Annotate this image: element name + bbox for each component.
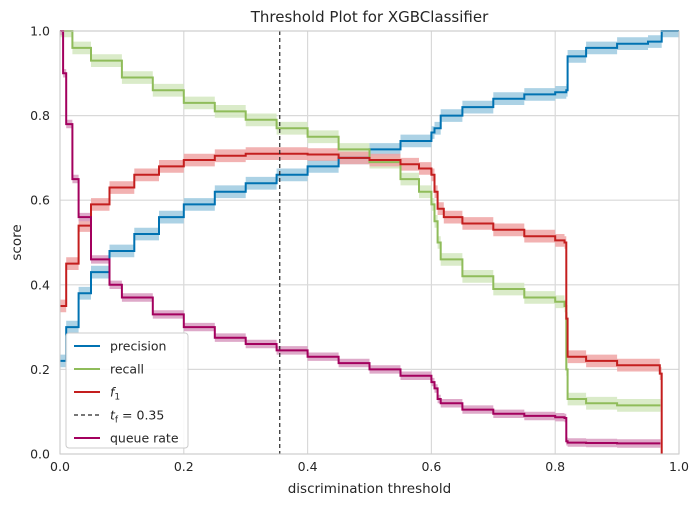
f-1-band [60,147,662,455]
plot-frame [59,30,680,455]
x-axis-label: discrimination threshold [288,481,452,497]
y-tick-label: 0.4 [30,277,50,292]
series-lines [60,30,679,454]
x-tick-label: 0.4 [298,459,318,474]
precision-band [60,31,679,368]
y-axis-label: score [9,224,25,260]
y-tick-label: 1.0 [30,24,50,39]
legend-label-precision: precision [110,339,166,354]
legend-label-recall: recall [110,362,144,377]
legend-label-t-f-0-35: tf = 0.35 [110,408,164,426]
y-tick-label: 0.2 [30,362,50,377]
x-tick-label: 0.8 [545,459,565,474]
y-tick-label: 0.0 [30,447,50,462]
precision-line [60,30,679,362]
queue-rate-band [60,31,661,448]
legend: precision recall f1 tf = 0.35 queue rate [65,332,189,449]
chart-title: Threshold Plot for XGBClassifier [250,8,489,26]
f-1-line [60,152,663,454]
legend-label-queue-rate: queue rate [110,431,179,446]
confidence-bands [60,31,679,455]
queue-rate-line [60,30,661,445]
x-tick-label: 0.6 [421,459,441,474]
tick-labels: 0.0 0.2 0.4 0.6 0.8 1.0 0.0 0.2 0.4 0.6 0.8 1.0 [30,24,689,475]
y-tick-label: 0.6 [30,193,50,208]
legend-box [65,332,189,449]
x-tick-label: 0.2 [174,459,194,474]
y-tick-label: 0.8 [30,108,50,123]
x-tick-label: 0.0 [50,459,70,474]
x-tick-label: 1.0 [669,459,689,474]
recall-line [60,30,661,407]
legend-label-f-1: f1 [110,385,120,403]
